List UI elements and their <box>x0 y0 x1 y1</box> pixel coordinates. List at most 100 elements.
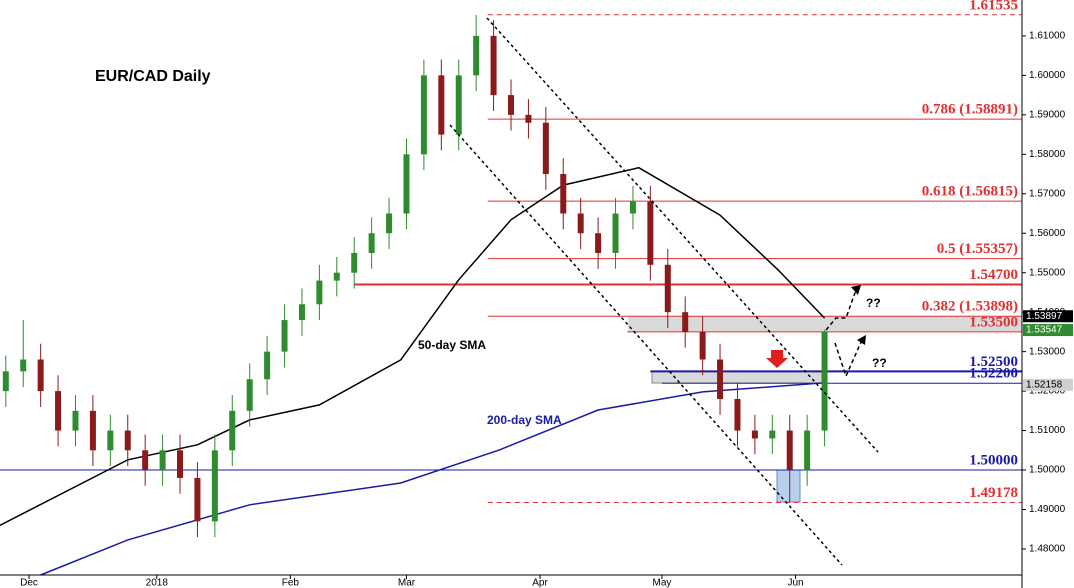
level-label: 1.52200 <box>969 366 1018 382</box>
y-tick-label: 1.50000 <box>1029 465 1066 476</box>
candle-body <box>20 359 27 372</box>
y-tick-label: 1.55000 <box>1029 267 1066 278</box>
arrow-head <box>851 285 861 295</box>
level-label: 1.49178 <box>969 485 1018 501</box>
resistance-zone <box>628 316 1022 332</box>
candle-body <box>264 351 271 380</box>
x-tick-label: May <box>653 578 672 588</box>
candle-body <box>177 450 184 478</box>
level-label: 1.50000 <box>969 452 1018 468</box>
y-tick-label: 1.51000 <box>1029 425 1066 436</box>
candle-body <box>438 75 445 135</box>
price-tag <box>1023 324 1073 337</box>
candle-body <box>804 430 811 471</box>
candle-body <box>420 75 427 155</box>
candle-body <box>734 398 741 431</box>
low-zone <box>776 469 801 503</box>
sma-line <box>0 166 826 526</box>
y-tick-label: 1.57000 <box>1029 188 1066 199</box>
candle-body <box>142 450 149 471</box>
level-label: 0.618 (1.56815) <box>922 184 1018 200</box>
price-tag-label: 1.53547 <box>1026 325 1063 336</box>
level-label: 0.786 (1.58891) <box>922 102 1018 118</box>
candle-body <box>2 371 9 392</box>
candle-body <box>751 430 758 439</box>
price-tag-label: 1.53897 <box>1026 311 1063 322</box>
candle-body <box>386 213 393 234</box>
candle-body <box>351 252 358 273</box>
candle-body <box>333 272 340 281</box>
candle-body <box>595 233 602 253</box>
candle-body <box>72 410 79 431</box>
y-tick-label: 1.49000 <box>1029 504 1066 515</box>
level-label: 1.53500 <box>969 314 1018 330</box>
candle-body <box>246 379 253 411</box>
y-tick-label: 1.59000 <box>1029 109 1066 120</box>
candle-body <box>316 280 323 305</box>
channel-line <box>486 17 879 453</box>
candle-body <box>281 320 288 352</box>
red-arrow <box>766 350 788 368</box>
candle-body <box>403 154 410 214</box>
candle-body <box>542 122 549 175</box>
candle-body <box>821 331 828 431</box>
price-tag <box>1023 310 1073 323</box>
price-tag-label: 1.52158 <box>1026 379 1063 390</box>
y-tick-label: 1.53000 <box>1029 346 1066 357</box>
sma-label: 50-day SMA <box>418 338 486 352</box>
candle-body <box>560 174 567 214</box>
x-tick-label: Dec <box>20 578 38 588</box>
candle-body <box>124 430 131 451</box>
y-tick-label: 1.60000 <box>1029 70 1066 81</box>
overlays: EUR/CAD Daily 50-day SMA 200-day SMA ?? … <box>95 17 887 566</box>
price-tag <box>1023 378 1073 391</box>
candle-body <box>107 430 114 451</box>
arrow-head <box>857 335 866 345</box>
candle-body <box>229 410 236 451</box>
candle-body <box>298 304 305 321</box>
plot: 1.61535 0.786 (1.58891) 0.618 (1.56815) 0.5… <box>0 0 1022 576</box>
candle-body <box>717 359 724 399</box>
y-tick-label: 1.61000 <box>1029 31 1066 42</box>
candle-body <box>612 213 619 253</box>
candle-body <box>699 331 706 360</box>
x-tick-label: Jun <box>787 578 803 588</box>
candle-body <box>786 430 793 471</box>
y-tick-label: 1.48000 <box>1029 544 1066 555</box>
channel-line <box>449 124 843 566</box>
candle-body <box>55 391 62 431</box>
candle-body <box>89 410 96 451</box>
candle-body <box>455 75 462 135</box>
x-tick-label: Feb <box>282 578 300 588</box>
annotation: ?? <box>866 296 881 310</box>
candle-body <box>577 213 584 234</box>
candle-body <box>525 114 532 123</box>
candle-body <box>664 264 671 313</box>
path-arrow <box>825 289 857 331</box>
y-tick-label: 1.56000 <box>1029 228 1066 239</box>
candle-body <box>769 430 776 439</box>
x-tick-label: 2018 <box>146 578 169 588</box>
level-label: 1.52500 <box>969 354 1018 370</box>
sma-label: 200-day SMA <box>487 413 562 427</box>
annotation: ?? <box>872 356 887 370</box>
candle-body <box>194 477 201 522</box>
sma-line <box>40 382 825 576</box>
y-tick-label: 1.52000 <box>1029 386 1066 397</box>
level-label: 0.382 (1.53898) <box>922 299 1018 315</box>
candle-body <box>473 35 480 76</box>
candle-body <box>682 312 689 332</box>
x-tick-label: Apr <box>532 578 548 588</box>
candle-body <box>647 201 654 265</box>
x-tick-label: Mar <box>398 578 416 588</box>
y-tick-label: 1.58000 <box>1029 149 1066 160</box>
candle-body <box>629 201 636 214</box>
candle-body <box>37 359 44 392</box>
candle-body <box>490 35 497 96</box>
zones <box>628 316 1022 503</box>
level-label: 1.54700 <box>969 267 1018 283</box>
